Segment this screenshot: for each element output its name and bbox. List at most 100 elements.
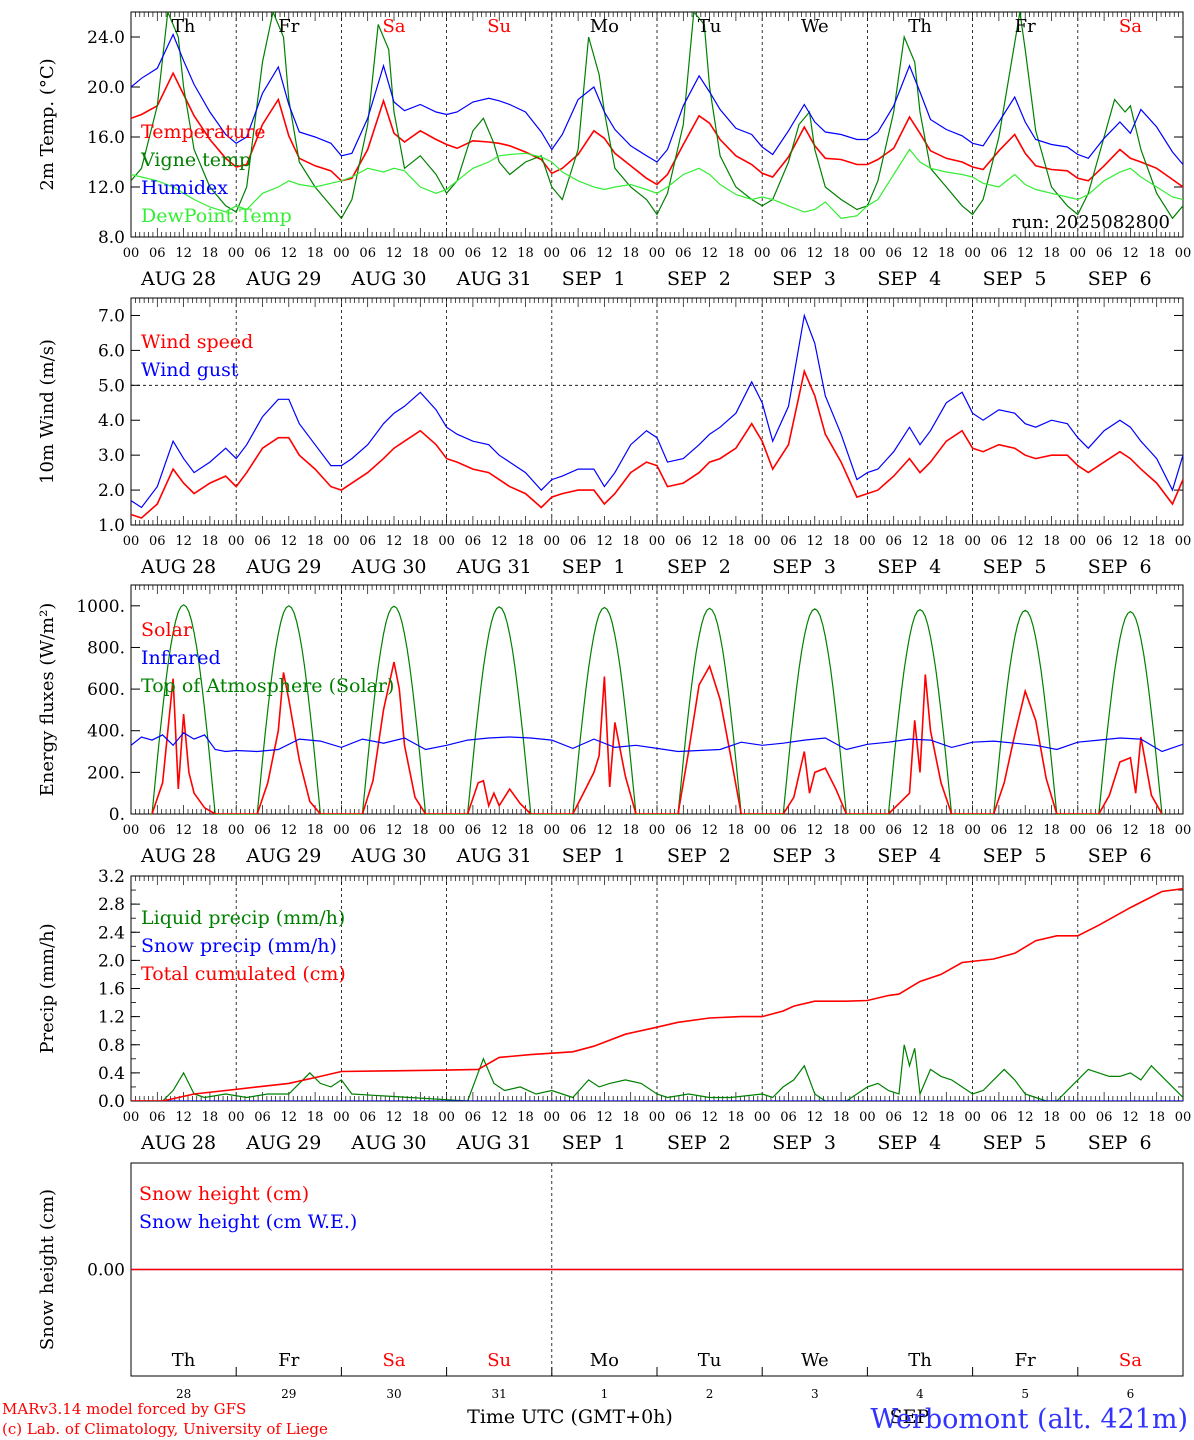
legend-entry: Snow precip (mm/h) [141,935,337,957]
y-axis-label: 2m Temp. (°C) [37,58,58,190]
hour-tick-label: 00 [964,1110,981,1125]
date-label: SEP 4 [877,556,941,578]
y-tick-label: 5.0 [98,376,125,396]
hour-tick-label: 00 [123,246,140,261]
hour-tick-label: 00 [544,1110,561,1125]
hour-tick-label: 18 [1043,1110,1060,1125]
hour-tick-label: 06 [675,823,692,838]
y-tick-label: 2.4 [98,923,125,943]
hour-tick-label: 12 [596,823,613,838]
hour-tick-label: 00 [754,534,771,549]
series-liquid-precip-mm-h [131,1044,1183,1101]
series-vigne-temp [131,12,1183,220]
hour-tick-label: 18 [412,823,429,838]
hour-tick-label: 06 [991,823,1008,838]
x-axis-label: Time UTC (GMT+0h) [467,1406,673,1428]
y-axis-label: 10m Wind (m/s) [37,339,58,484]
hour-tick-label: 18 [1148,534,1165,549]
footer: MARv3.14 model forced by GFS (c) Lab. of… [2,1400,1188,1438]
hour-tick-label: 06 [675,534,692,549]
hour-tick-label: 00 [649,246,666,261]
date-label: AUG 30 [350,845,426,867]
hour-tick-label: 18 [307,823,324,838]
day-number-label: 4 [916,1387,924,1401]
hour-tick-label: 06 [780,823,797,838]
y-tick-label: 12.0 [87,178,125,198]
hour-tick-label: 06 [885,534,902,549]
hour-tick-label: 18 [202,823,219,838]
date-label: SEP 6 [1088,268,1152,290]
hour-tick-label: 18 [1043,246,1060,261]
hour-tick-label: 18 [517,823,534,838]
hour-tick-label: 18 [833,246,850,261]
hour-tick-label: 18 [517,1110,534,1125]
date-label: AUG 30 [350,556,426,578]
series-dewpoint-temp [131,148,1183,219]
hour-tick-label: 06 [885,246,902,261]
hour-tick-label: 12 [596,246,613,261]
chart-panels: 8.012.016.020.024.02m Temp. (°C) Temperat… [37,11,1192,1428]
hour-tick-label: 06 [885,823,902,838]
hour-tick-label: 06 [465,534,482,549]
hour-tick-label: 18 [938,1110,955,1125]
hour-tick-label: 12 [386,823,403,838]
hour-tick-label: 18 [938,823,955,838]
hour-tick-label: 06 [885,1110,902,1125]
hour-tick-label: 12 [281,823,298,838]
hour-tick-label: 06 [465,1110,482,1125]
date-label: AUG 29 [245,268,321,290]
hour-tick-label: 18 [728,1110,745,1125]
hour-tick-label: 12 [175,246,192,261]
date-label: AUG 31 [456,1132,532,1154]
hour-tick-label: 06 [570,534,587,549]
hour-tick-label: 18 [202,534,219,549]
hour-tick-label: 12 [491,823,508,838]
y-tick-label: 800. [87,638,125,658]
hour-tick-label: 00 [1070,823,1087,838]
weekday-label: Th [172,16,196,37]
date-label: AUG 31 [456,268,532,290]
date-label: SEP 6 [1088,845,1152,867]
y-tick-label: 24.0 [87,28,125,48]
hour-tick-label: 18 [938,534,955,549]
hour-tick-label: 00 [1175,534,1192,549]
panel-precip: 0.0 0.4 0.8 1.2 1.6 2.0 2.4 2.8 3.2 Precip (mm/h)… [37,867,1191,1154]
day-number-label: 6 [1127,1387,1135,1401]
hour-tick-label: 00 [544,246,561,261]
lab-credit: (c) Lab. of Climatology, University of L… [2,1420,328,1438]
series-top-of-atmosphere-solar [149,604,1165,815]
y-tick-label: 7.0 [98,306,125,326]
hour-tick-label: 06 [1096,1110,1113,1125]
hour-tick-label: 18 [833,823,850,838]
hour-tick-label: 06 [675,1110,692,1125]
date-label: SEP 6 [1088,1132,1152,1154]
weekday-label: We [801,16,829,37]
hour-tick-label: 18 [202,246,219,261]
hour-tick-label: 18 [307,1110,324,1125]
date-label: AUG 31 [456,556,532,578]
hour-tick-label: 06 [1096,534,1113,549]
hour-tick-label: 18 [1148,823,1165,838]
legend-entry: Wind gust [141,359,239,381]
hour-tick-label: 18 [622,246,639,261]
legend-entry: Liquid precip (mm/h) [141,907,345,929]
series-temperature [131,71,1183,188]
date-label: SEP 3 [772,268,836,290]
legend-entry: Solar [141,619,193,641]
hour-tick-label: 00 [1175,823,1192,838]
hour-tick-label: 06 [149,246,166,261]
series-infrared [131,732,1183,753]
hour-tick-label: 12 [175,1110,192,1125]
date-label: AUG 31 [456,845,532,867]
date-label: SEP 5 [983,268,1047,290]
hour-tick-label: 12 [912,823,929,838]
hour-tick-label: 06 [780,246,797,261]
hour-tick-label: 00 [964,534,981,549]
weekday-label: Fr [1015,1350,1036,1371]
legend-entry: Snow height (cm) [139,1183,309,1205]
series-total-cumulated-cm [131,887,1183,1101]
date-label: SEP 4 [877,845,941,867]
y-tick-label: 2.8 [98,895,125,915]
hour-tick-label: 12 [701,246,718,261]
